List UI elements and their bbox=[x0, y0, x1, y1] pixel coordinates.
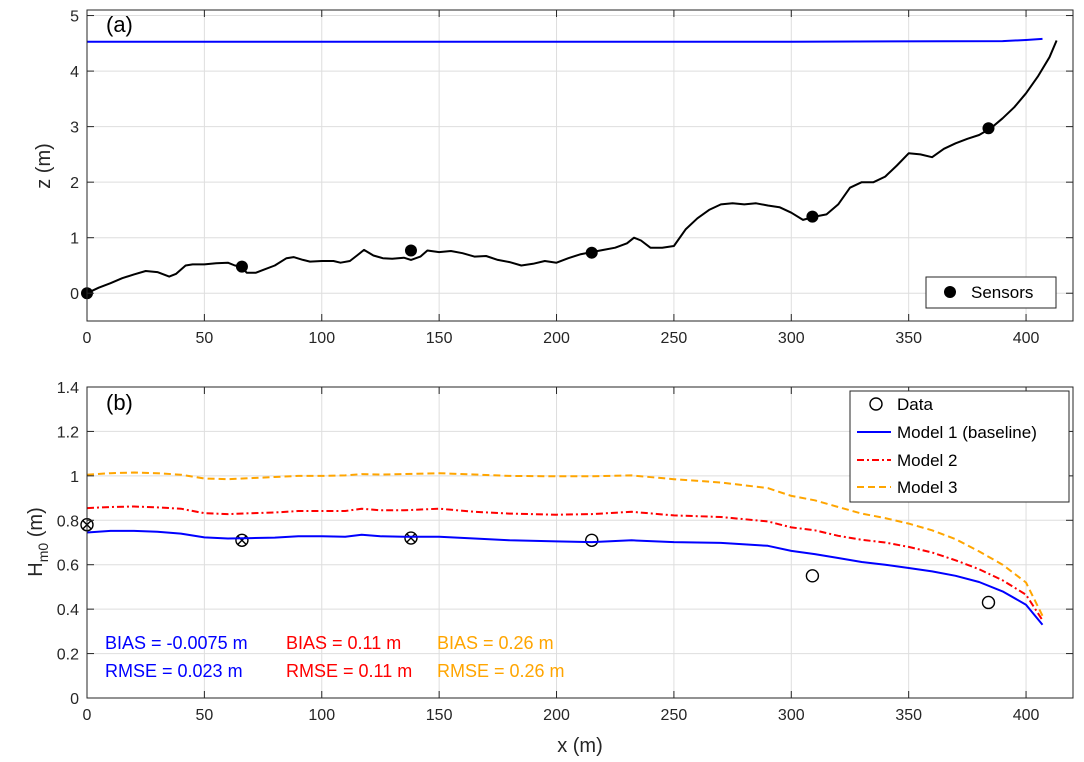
x-tick-label: 50 bbox=[195, 707, 213, 724]
stat-bias-model2: BIAS = 0.11 m bbox=[286, 633, 401, 653]
x-tick-label: 300 bbox=[778, 330, 805, 347]
panel-a-grid bbox=[86, 10, 1073, 321]
panel-b-axes-box bbox=[86, 386, 1074, 699]
panel-b-ticks: 0 50 100 150 200 250 300 350 400 0 0.2 0.4 0.6 0.8 1 1.… bbox=[57, 380, 1073, 724]
data-point bbox=[805, 569, 820, 583]
y-tick-label: 0.4 bbox=[57, 602, 79, 619]
x-tick-label: 400 bbox=[1013, 707, 1040, 724]
panel-a-series bbox=[81, 37, 1058, 300]
x-tick-label: 350 bbox=[895, 330, 922, 347]
y-tick-label: 1 bbox=[70, 469, 79, 486]
panel-b-legend: Data Model 1 (baseline) Model 2 Model 3 bbox=[849, 390, 1070, 503]
x-tick-label: 300 bbox=[778, 707, 805, 724]
panel-a-axes-box bbox=[86, 9, 1074, 322]
sensor-point bbox=[982, 122, 995, 135]
legend-model3-label: Model 3 bbox=[897, 478, 957, 497]
model-1-baseline-line bbox=[86, 529, 1044, 626]
panel-b-y-axis-label: Hm0 (m) bbox=[25, 507, 51, 576]
x-tick-label: 100 bbox=[308, 330, 335, 347]
panel-a-ticks: 0 50 100 150 200 250 300 350 400 0 1 2 3 4 5 bbox=[70, 9, 1073, 347]
x-tick-label: 150 bbox=[426, 707, 453, 724]
data-point bbox=[585, 533, 599, 547]
data-x-marker bbox=[406, 533, 416, 543]
y-label-sub: m0 bbox=[35, 543, 51, 563]
y-tick-label: 4 bbox=[70, 64, 79, 81]
y-tick-label: 1.4 bbox=[57, 380, 79, 397]
data-point bbox=[404, 531, 418, 545]
x-tick-label: 200 bbox=[543, 707, 570, 724]
y-tick-label: 0 bbox=[70, 691, 79, 708]
stats-annotations: BIAS = -0.0075 m RMSE = 0.023 m BIAS = 0… bbox=[105, 633, 565, 681]
x-tick-label: 400 bbox=[1013, 330, 1040, 347]
y-tick-label: 0.2 bbox=[57, 647, 79, 664]
panel-a-label: (a) bbox=[106, 12, 133, 37]
y-tick-label: 1.2 bbox=[57, 424, 79, 441]
y-label-main: H bbox=[25, 562, 47, 576]
y-label-unit: (m) bbox=[25, 507, 47, 543]
panel-b-label: (b) bbox=[106, 390, 133, 415]
x-tick-label: 250 bbox=[661, 707, 688, 724]
model-2-line bbox=[86, 505, 1044, 621]
legend-sensors-label: Sensors bbox=[971, 283, 1033, 302]
x-tick-label: 350 bbox=[895, 707, 922, 724]
panel-b-series bbox=[80, 471, 1044, 626]
x-axis-label: x (m) bbox=[557, 735, 603, 757]
sensor-point bbox=[404, 244, 417, 257]
x-tick-label: 100 bbox=[308, 707, 335, 724]
legend-model1-label: Model 1 (baseline) bbox=[897, 423, 1037, 442]
x-tick-label: 250 bbox=[661, 330, 688, 347]
panel-b-legend-box bbox=[849, 390, 1070, 503]
y-tick-label: 3 bbox=[70, 120, 79, 137]
panel-b-wave-height: 0 50 100 150 200 250 300 350 400 0 0.2 0.4 0.6 0.8 1 1.… bbox=[25, 380, 1074, 757]
sensor-point bbox=[235, 260, 248, 273]
stat-rmse-model3: RMSE = 0.26 m bbox=[437, 661, 565, 681]
series-0-line bbox=[87, 37, 1043, 43]
x-tick-label: 200 bbox=[543, 330, 570, 347]
panel-a-y-axis-label: z (m) bbox=[33, 143, 55, 189]
x-tick-label: 150 bbox=[426, 330, 453, 347]
sensor-point bbox=[806, 210, 819, 223]
legend-data-label: Data bbox=[897, 395, 933, 414]
legend-data-marker bbox=[869, 397, 883, 411]
stat-rmse-model2: RMSE = 0.11 m bbox=[286, 661, 412, 681]
sensor-point bbox=[585, 246, 598, 259]
y-tick-label: 0.6 bbox=[57, 558, 79, 575]
data-point bbox=[235, 533, 249, 547]
y-tick-label: 2 bbox=[70, 175, 79, 192]
legend-sensors-marker bbox=[944, 286, 956, 298]
stat-rmse-model1: RMSE = 0.023 m bbox=[105, 661, 243, 681]
data-point bbox=[981, 595, 996, 610]
panel-a-legend: Sensors bbox=[925, 276, 1057, 309]
y-tick-label: 1 bbox=[70, 231, 79, 248]
stat-bias-model3: BIAS = 0.26 m bbox=[437, 633, 554, 653]
stat-bias-model1: BIAS = -0.0075 m bbox=[105, 633, 248, 653]
y-tick-label: 0 bbox=[70, 286, 79, 303]
x-tick-label: 0 bbox=[83, 707, 92, 724]
x-tick-label: 0 bbox=[83, 330, 92, 347]
model-3-line bbox=[86, 471, 1044, 617]
y-tick-label: 5 bbox=[70, 9, 79, 26]
y-tick-label: 0.8 bbox=[57, 513, 79, 530]
x-tick-label: 50 bbox=[195, 330, 213, 347]
legend-model2-label: Model 2 bbox=[897, 451, 957, 470]
